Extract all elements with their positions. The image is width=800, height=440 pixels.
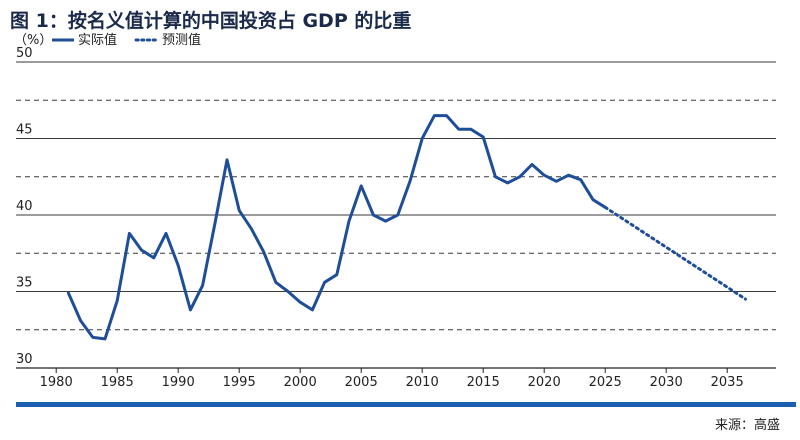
x-tick-label: 1990 xyxy=(162,375,195,390)
x-tick-label: 2025 xyxy=(589,375,622,390)
x-tick-label: 2020 xyxy=(528,375,561,390)
y-tick-label: 45 xyxy=(16,123,33,138)
source-note: 来源：高盛 xyxy=(714,418,780,433)
forecast-series-line xyxy=(603,205,747,301)
y-tick-label: 50 xyxy=(16,46,33,61)
x-tick-label: 2015 xyxy=(467,375,500,390)
gridlines xyxy=(16,61,776,331)
x-tick-label: 1980 xyxy=(40,375,73,390)
legend: 实际值 预测值 xyxy=(52,32,201,48)
actual-series-line xyxy=(66,114,607,341)
bottom-divider-bar xyxy=(16,402,796,407)
x-tick-label: 2035 xyxy=(711,375,744,390)
x-tick-label: 2010 xyxy=(406,375,439,390)
x-tick-label: 2030 xyxy=(650,375,683,390)
y-tick-label: 30 xyxy=(16,352,33,367)
axes: 30 35 40 45 50 1980 1985 1990 1995 2000 2005 2010 20… xyxy=(16,46,776,390)
x-tick-label: 2005 xyxy=(345,375,378,390)
x-tick-label: 2000 xyxy=(284,375,317,390)
legend-label-actual: 实际值 xyxy=(78,32,117,48)
legend-label-forecast: 预测值 xyxy=(162,32,201,48)
x-tick-label: 1985 xyxy=(101,375,134,390)
y-tick-label: 40 xyxy=(16,199,33,214)
series-lines xyxy=(66,114,747,341)
y-tick-label: 35 xyxy=(16,276,33,291)
chart-title: 图 1：按名义值计算的中国投资占 GDP 的比重 xyxy=(10,10,412,32)
x-tick-label: 1995 xyxy=(223,375,256,390)
y-axis-unit-label: （%） xyxy=(14,33,52,48)
